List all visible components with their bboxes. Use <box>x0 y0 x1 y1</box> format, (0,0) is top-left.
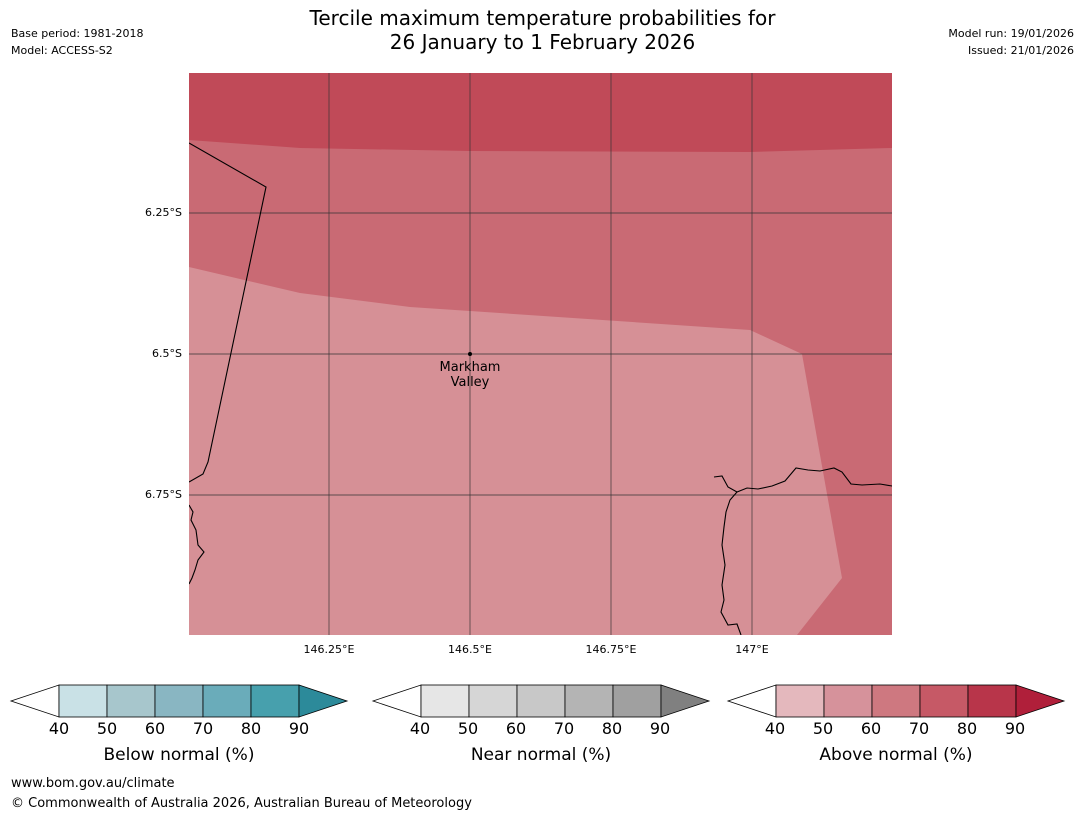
model-run-date: Model run: 19/01/2026 <box>948 27 1074 40</box>
colorbar-extend-high <box>1015 684 1066 718</box>
colorbar-cell <box>250 684 300 718</box>
lon-tick-label: 146.25°E <box>303 643 355 656</box>
lon-tick-label: 147°E <box>735 643 769 656</box>
title-line-2: 26 January to 1 February 2026 <box>389 30 696 54</box>
colorbar-cell <box>775 684 825 718</box>
coastline-west <box>189 504 205 585</box>
issued-date: Issued: 21/01/2026 <box>967 44 1074 57</box>
lat-tick-label: 6.25°S <box>145 206 182 219</box>
title-line-1: Tercile maximum temperature probabilitie… <box>309 6 776 30</box>
colorbars <box>9 684 1066 718</box>
colorbar-extend-low <box>9 684 60 718</box>
colorbar-tick: 40 <box>409 719 431 738</box>
place-label-line-2: Valley <box>450 375 490 390</box>
colorbar-cell <box>468 684 518 718</box>
colorbar-tick: 60 <box>505 719 527 738</box>
place-label: Markham Valley <box>420 360 520 390</box>
colorbar-cell <box>871 684 921 718</box>
colorbar-extend-low <box>726 684 777 718</box>
page-title: Tercile maximum temperature probabilitie… <box>0 6 1085 54</box>
colorbar-label-near: Near normal (%) <box>470 745 612 765</box>
colorbar-tick: 90 <box>649 719 671 738</box>
colorbar-below-normal <box>9 684 349 718</box>
coastline-river <box>720 491 742 635</box>
colorbar-tick: 80 <box>956 719 978 738</box>
colorbar-cell <box>919 684 969 718</box>
colorbar-extend-high <box>660 684 711 718</box>
colorbar-label-below: Below normal (%) <box>103 745 255 765</box>
colorbar-cell <box>823 684 873 718</box>
colorbar-tick: 50 <box>96 719 118 738</box>
colorbar-tick: 60 <box>860 719 882 738</box>
colorbar-cell <box>420 684 470 718</box>
colorbar-above-normal <box>726 684 1066 718</box>
colorbar-cell <box>202 684 252 718</box>
footer-copyright: © Commonwealth of Australia 2026, Austra… <box>11 796 472 811</box>
colorbar-tick: 70 <box>192 719 214 738</box>
colorbar-tick: 80 <box>601 719 623 738</box>
colorbar-tick: 70 <box>553 719 575 738</box>
colorbar-tick: 80 <box>240 719 262 738</box>
coastline-east <box>713 467 892 493</box>
colorbar-near-normal <box>371 684 711 718</box>
colorbar-tick: 70 <box>908 719 930 738</box>
colorbar-cell <box>516 684 566 718</box>
colorbar-tick: 90 <box>288 719 310 738</box>
header-right-meta: Model run: 19/01/2026 Issued: 21/01/2026 <box>948 25 1074 59</box>
colorbar-tick: 60 <box>144 719 166 738</box>
model-name: Model: ACCESS-S2 <box>11 44 113 57</box>
colorbar-extend-low <box>371 684 422 718</box>
zone-50-60 <box>189 267 842 635</box>
colorbar-cell <box>58 684 108 718</box>
header-left-meta: Base period: 1981-2018 Model: ACCESS-S2 <box>11 25 143 59</box>
colorbar-cell <box>106 684 156 718</box>
place-label-line-1: Markham <box>439 360 501 375</box>
colorbar-tick: 40 <box>48 719 70 738</box>
colorbar-cell <box>154 684 204 718</box>
lon-tick-label: 146.5°E <box>448 643 492 656</box>
boundary-line <box>189 142 267 483</box>
colorbar-cell <box>967 684 1017 718</box>
lon-tick-label: 146.75°E <box>585 643 637 656</box>
colorbar-extend-high <box>298 684 349 718</box>
colorbar-tick: 90 <box>1004 719 1026 738</box>
colorbar-cell <box>564 684 614 718</box>
location-marker-icon <box>468 352 472 356</box>
colorbar-tick: 50 <box>457 719 479 738</box>
colorbar-tick: 50 <box>812 719 834 738</box>
lat-tick-label: 6.75°S <box>145 488 182 501</box>
footer-website: www.bom.gov.au/climate <box>11 776 175 791</box>
colorbar-tick: 40 <box>764 719 786 738</box>
colorbar-cell <box>612 684 662 718</box>
lat-tick-label: 6.5°S <box>152 347 182 360</box>
base-period: Base period: 1981-2018 <box>11 27 144 40</box>
colorbar-label-above: Above normal (%) <box>819 745 973 765</box>
